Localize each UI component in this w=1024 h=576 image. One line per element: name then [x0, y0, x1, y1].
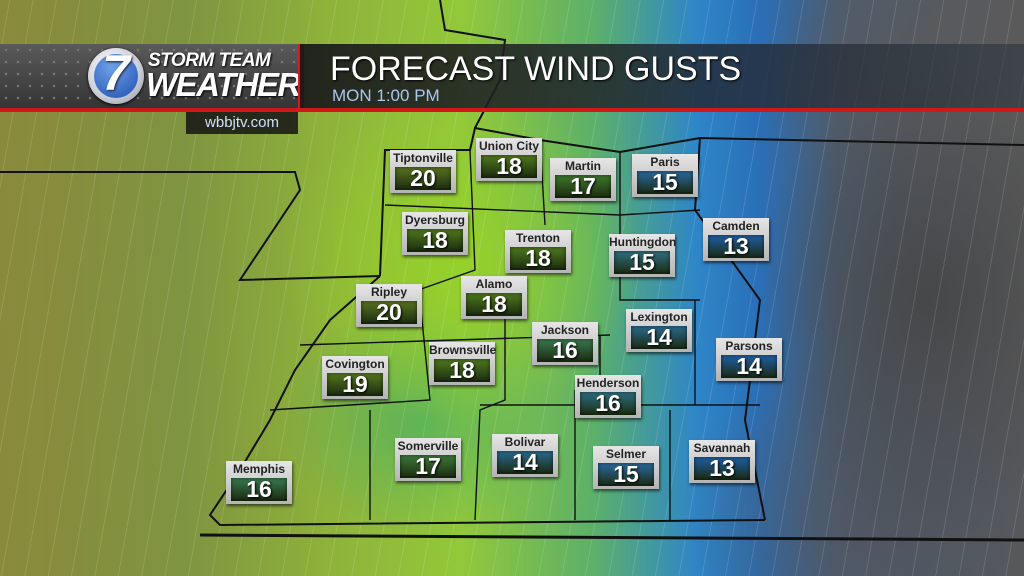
wind-gust-value: 16: [231, 478, 287, 501]
city-label-dyersburg: Dyersburg 18: [402, 212, 468, 255]
city-name: Savannah: [693, 441, 751, 455]
city-name: Selmer: [605, 447, 647, 461]
city-label-paris: Paris 15: [632, 154, 698, 197]
city-name: Alamo: [475, 277, 513, 291]
city-name: Bolivar: [504, 435, 546, 449]
wind-gust-value: 17: [400, 455, 456, 478]
city-label-henderson: Henderson 16: [575, 375, 641, 418]
city-label-parsons: Parsons 14: [716, 338, 782, 381]
city-label-camden: Camden 13: [703, 218, 769, 261]
wind-gust-value: 14: [631, 326, 687, 349]
city-name: Lexington: [630, 310, 688, 324]
city-label-somerville: Somerville 17: [395, 438, 461, 481]
wind-gust-value: 14: [497, 451, 553, 474]
logo-number: 7: [102, 45, 130, 101]
wind-gust-value: 13: [694, 457, 750, 480]
city-label-trenton: Trenton 18: [505, 230, 571, 273]
wind-gust-value: 20: [361, 301, 417, 324]
city-label-jackson: Jackson 16: [532, 322, 598, 365]
header-banner: 7 STORM TEAM WEATHER FORECAST WIND GUSTS…: [0, 44, 1024, 134]
website-label: wbbjtv.com: [186, 112, 298, 134]
wind-gust-value: 15: [598, 463, 654, 486]
city-label-brownsville: Brownsville 18: [429, 342, 497, 385]
city-name: Union City: [479, 139, 539, 153]
city-name: Huntingdon: [609, 235, 677, 249]
logo-panel: 7 STORM TEAM WEATHER: [0, 44, 301, 110]
city-label-alamo: Alamo 18: [461, 276, 527, 319]
wind-gust-value: 18: [407, 229, 463, 252]
city-name: Brownsville: [429, 343, 497, 357]
page-title: FORECAST WIND GUSTS: [330, 50, 742, 88]
city-label-ripley: Ripley 20: [356, 284, 422, 327]
logo-text-storm-team: STORM TEAM: [148, 50, 271, 71]
wind-gust-value: 13: [708, 235, 764, 258]
city-label-tiptonville: Tiptonville 20: [390, 150, 456, 193]
city-name: Somerville: [397, 439, 459, 453]
city-label-union-city: Union City 18: [476, 138, 542, 181]
wind-gust-value: 18: [481, 155, 537, 178]
wind-gust-value: 18: [510, 247, 566, 270]
forecast-time: MON 1:00 PM: [332, 86, 440, 105]
state-border-missouri: [0, 171, 381, 282]
logo-inner-circle: [94, 54, 138, 98]
wind-gust-value: 16: [580, 392, 636, 415]
city-label-savannah: Savannah 13: [689, 440, 755, 483]
logo-text-weather: WEATHER: [146, 66, 301, 103]
mississippi-river-border: [208, 275, 766, 527]
wind-gust-value: 19: [327, 373, 383, 396]
wind-gust-value: 20: [395, 167, 451, 190]
city-name: Jackson: [540, 323, 590, 337]
city-label-huntingdon: Huntingdon 15: [609, 234, 677, 277]
city-name: Memphis: [232, 462, 285, 476]
channel-7-logo: 7: [88, 45, 144, 104]
wind-gust-value: 17: [555, 175, 611, 198]
city-name: Paris: [650, 155, 680, 169]
city-label-memphis: Memphis 16: [226, 461, 292, 504]
city-name: Henderson: [576, 376, 640, 390]
city-label-selmer: Selmer 15: [593, 446, 659, 489]
city-label-martin: Martin 17: [550, 158, 616, 201]
wind-gust-value: 15: [637, 171, 693, 194]
city-label-bolivar: Bolivar 14: [492, 434, 558, 477]
wind-gust-value: 18: [434, 359, 490, 382]
city-name: Trenton: [516, 231, 560, 245]
state-border-mississippi: [199, 533, 1024, 542]
wind-gust-value: 18: [466, 293, 522, 316]
red-underline-bar: [0, 108, 1024, 112]
city-name: Parsons: [725, 339, 773, 353]
wind-gust-value: 15: [614, 251, 670, 274]
title-panel: FORECAST WIND GUSTS MON 1:00 PM: [300, 44, 1024, 110]
city-label-covington: Covington 19: [322, 356, 388, 399]
city-name: Martin: [565, 159, 601, 173]
city-name: Tiptonville: [393, 151, 453, 165]
city-name: Ripley: [370, 285, 407, 299]
city-name: Covington: [325, 357, 385, 371]
city-label-lexington: Lexington 14: [626, 309, 692, 352]
wind-gust-value: 14: [721, 355, 777, 378]
city-name: Dyersburg: [404, 213, 466, 227]
wind-gust-value: 16: [537, 339, 593, 362]
city-name: Camden: [712, 219, 760, 233]
